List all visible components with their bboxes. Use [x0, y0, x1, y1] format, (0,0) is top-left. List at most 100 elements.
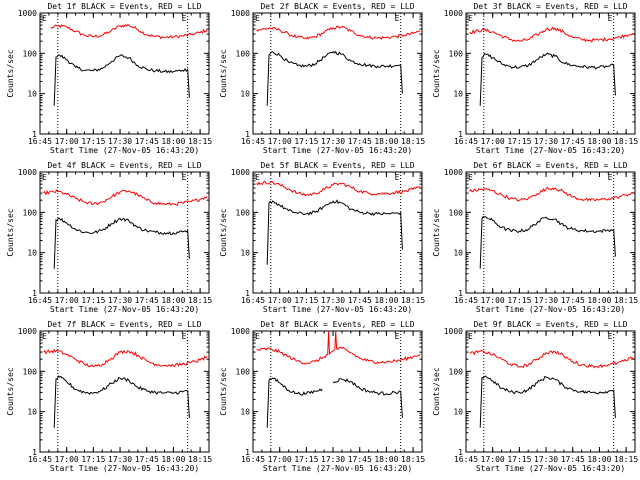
events-series-line — [479, 375, 616, 428]
x-tick-label: 18:15 — [614, 296, 638, 305]
y-axis-label: Counts/sec — [6, 208, 15, 256]
event-marker-label: E — [395, 173, 400, 182]
plot-frame — [465, 12, 636, 135]
x-tick-label: 16:45 — [241, 296, 265, 305]
y-axis-label: Counts/sec — [219, 49, 228, 97]
x-tick-label: 16:45 — [28, 455, 52, 464]
y-tick-label: 1000 — [231, 327, 250, 336]
y-tick-label: 10 — [240, 90, 250, 99]
x-axis-label: Start Time (27-Nov-05 16:43:20) — [476, 305, 625, 314]
x-axis-label: Start Time (27-Nov-05 16:43:20) — [50, 464, 199, 473]
event-marker-label: E — [395, 332, 400, 341]
x-tick-label: 16:45 — [241, 455, 265, 464]
x-tick-label: 17:00 — [55, 455, 79, 464]
x-tick-label: 17:45 — [348, 455, 372, 464]
x-tick-label: 18:00 — [161, 137, 185, 146]
y-tick-label: 1 — [245, 130, 250, 139]
chart-title: Det 7f BLACK = Events, RED = LLD — [47, 320, 201, 329]
x-tick-label: 17:45 — [348, 137, 372, 146]
x-tick-label: 17:00 — [55, 137, 79, 146]
x-tick-label: 17:00 — [481, 137, 505, 146]
x-axis-label: Start Time (27-Nov-05 16:43:20) — [263, 146, 412, 155]
y-tick-label: 10 — [453, 408, 463, 417]
y-axis-label: Counts/sec — [432, 208, 441, 256]
chart-title: Det 1f BLACK = Events, RED = LLD — [47, 2, 201, 11]
y-tick-label: 100 — [23, 49, 38, 58]
x-tick-label: 18:00 — [587, 137, 611, 146]
lld-series-line — [256, 330, 421, 365]
x-tick-label: 17:45 — [135, 455, 159, 464]
x-tick-label: 17:15 — [81, 296, 105, 305]
plot-frame — [465, 330, 636, 453]
event-marker-label: E — [468, 14, 473, 23]
x-tick-label: 16:45 — [241, 137, 265, 146]
chart-panel-2: Det 2f BLACK = Events, RED = LLD 1 10 100 10… — [219, 2, 425, 155]
x-tick-label: 17:30 — [108, 137, 132, 146]
y-tick-label: 1 — [32, 289, 37, 298]
chart-panel-1: Det 1f BLACK = Events, RED = LLD 1 10 100 10… — [6, 2, 212, 155]
x-tick-label: 18:15 — [401, 137, 425, 146]
y-tick-label: 100 — [23, 208, 38, 217]
x-tick-label: 16:45 — [454, 137, 478, 146]
x-axis-label: Start Time (27-Nov-05 16:43:20) — [50, 146, 199, 155]
x-tick-label: 18:15 — [614, 137, 638, 146]
y-tick-label: 1 — [32, 130, 37, 139]
x-axis-label: Start Time (27-Nov-05 16:43:20) — [263, 464, 412, 473]
x-tick-label: 17:15 — [294, 296, 318, 305]
lld-series-line — [50, 24, 208, 40]
y-tick-label: 10 — [27, 408, 37, 417]
lld-series-line — [256, 25, 421, 40]
x-tick-label: 16:45 — [28, 296, 52, 305]
x-tick-label: 17:30 — [108, 296, 132, 305]
x-tick-label: 17:00 — [268, 455, 292, 464]
y-tick-label: 1000 — [18, 327, 37, 336]
y-tick-label: 1000 — [231, 168, 250, 177]
x-tick-label: 17:15 — [507, 455, 531, 464]
events-series-line — [53, 375, 190, 428]
y-tick-label: 1000 — [231, 9, 250, 18]
x-tick-label: 17:45 — [348, 296, 372, 305]
x-axis-label: Start Time (27-Nov-05 16:43:20) — [476, 146, 625, 155]
y-tick-label: 1000 — [444, 168, 463, 177]
plot-frame — [252, 12, 423, 135]
x-tick-label: 18:00 — [161, 296, 185, 305]
events-series-line — [479, 52, 616, 106]
event-marker-label: E — [255, 173, 260, 182]
x-tick-label: 18:15 — [614, 455, 638, 464]
event-marker-label: E — [468, 173, 473, 182]
y-tick-label: 10 — [453, 249, 463, 258]
x-tick-label: 18:15 — [401, 296, 425, 305]
x-tick-label: 18:00 — [161, 455, 185, 464]
chart-panel-6: Det 6f BLACK = Events, RED = LLD 1 10 100 10… — [432, 161, 638, 314]
x-tick-label: 17:00 — [268, 296, 292, 305]
y-tick-label: 100 — [236, 49, 251, 58]
chart-title: Det 6f BLACK = Events, RED = LLD — [473, 161, 627, 170]
lld-series-line — [469, 349, 634, 369]
event-marker-label: E — [468, 332, 473, 341]
x-tick-label: 17:45 — [561, 455, 585, 464]
y-tick-label: 100 — [236, 367, 251, 376]
plot-frame — [252, 171, 423, 294]
y-tick-label: 1000 — [18, 168, 37, 177]
y-tick-label: 100 — [23, 367, 38, 376]
x-tick-label: 17:45 — [561, 296, 585, 305]
y-axis-label: Counts/sec — [219, 367, 228, 415]
chart-title: Det 2f BLACK = Events, RED = LLD — [260, 2, 414, 11]
chart-title: Det 8f BLACK = Events, RED = LLD — [260, 320, 414, 329]
y-tick-label: 1 — [32, 448, 37, 457]
y-tick-label: 100 — [449, 367, 464, 376]
y-tick-label: 1000 — [444, 9, 463, 18]
plot-frame — [39, 171, 210, 294]
x-tick-label: 17:00 — [481, 296, 505, 305]
x-tick-label: 17:30 — [321, 137, 345, 146]
events-series-line — [266, 199, 403, 265]
x-tick-label: 16:45 — [454, 455, 478, 464]
y-tick-label: 1000 — [18, 9, 37, 18]
x-tick-label: 17:30 — [321, 296, 345, 305]
event-marker-label: E — [608, 173, 613, 182]
event-marker-label: E — [182, 14, 187, 23]
y-tick-label: 1 — [458, 289, 463, 298]
lld-series-line — [469, 26, 634, 43]
event-marker-label: E — [255, 332, 260, 341]
x-tick-label: 17:15 — [81, 137, 105, 146]
